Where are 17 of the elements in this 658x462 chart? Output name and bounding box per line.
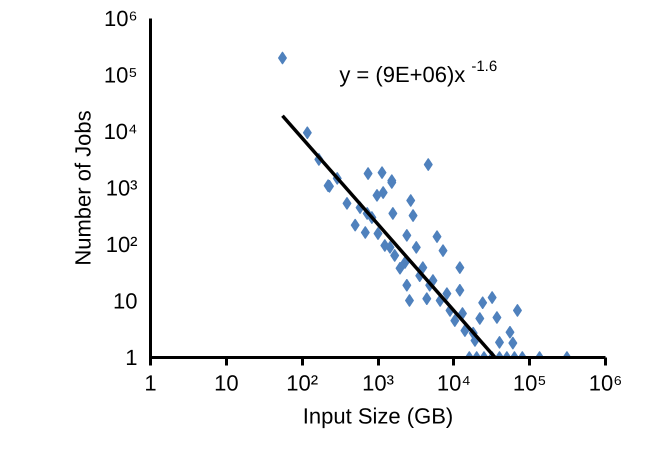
y-tick-label: 10⁶ (104, 6, 138, 31)
x-tick-label: 10² (286, 370, 318, 396)
y-axis-title: Number of Jobs (70, 110, 96, 266)
y-tick-label: 10⁴ (104, 119, 138, 144)
x-tick-label: 10⁴ (436, 370, 471, 396)
y-tick-label: 10² (106, 232, 138, 257)
x-tick-label: 1 (144, 370, 157, 396)
y-tick-label: 1 (125, 345, 138, 370)
annotation: y = (9E+06)x-1.6 (339, 58, 498, 87)
x-tick-label: 10⁵ (512, 370, 546, 396)
x-axis-title: Input Size (GB) (302, 404, 454, 428)
x-tick-label: 10 (214, 370, 239, 396)
y-tick-label: 10⁵ (104, 62, 138, 88)
x-tick-label: 10³ (362, 370, 394, 396)
y-tick-label: 10 (113, 288, 138, 314)
x-tick-label: 10⁶ (588, 370, 622, 396)
y-tick-label: 10³ (106, 176, 138, 200)
